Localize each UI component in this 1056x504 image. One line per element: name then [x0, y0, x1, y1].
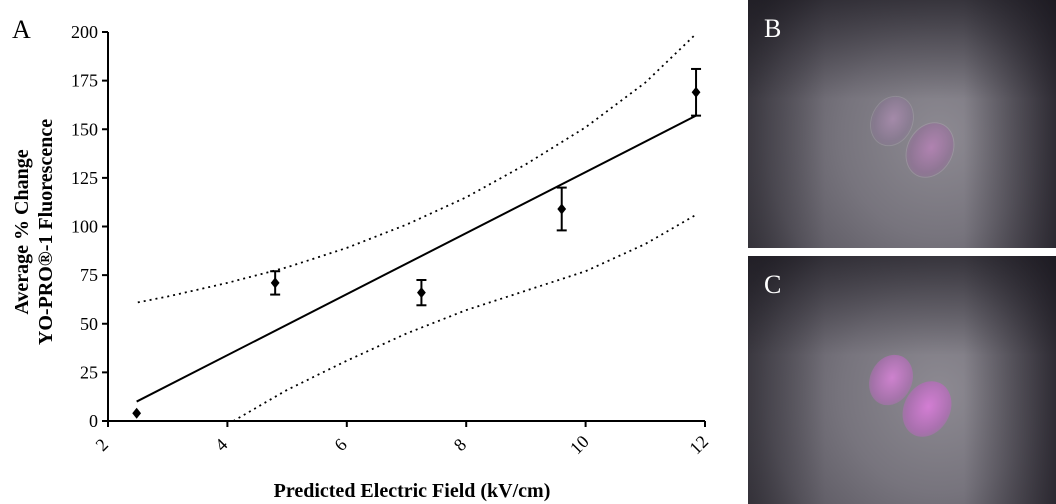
micrograph-panel-c: C: [748, 256, 1056, 504]
panel-c-label: C: [764, 270, 782, 299]
data-points-group: [132, 67, 702, 419]
x-tick-label: 10: [566, 431, 593, 458]
panel-a-label: A: [12, 15, 31, 44]
x-tick-label: 6: [330, 435, 351, 456]
scatter-chart: 0 25 50 75 100 125 150 175 200 2 4 6 8 10 12: [71, 22, 712, 458]
y-tick-label: 0: [89, 411, 98, 431]
y-tick-label: 75: [80, 265, 98, 285]
y-tick-label: 125: [71, 168, 98, 188]
micrograph-panel-b: B: [748, 0, 1056, 248]
x-tick-label: 2: [92, 435, 113, 456]
y-tick-label: 50: [80, 314, 98, 334]
panel-b-label: B: [764, 14, 782, 43]
fit-line-group: [136, 114, 697, 403]
y-axis-label-line2: YO-PRO®-1 Fluorescence: [35, 119, 57, 345]
y-tick-label: 175: [71, 71, 98, 91]
y-tick-label: 25: [80, 362, 98, 382]
confidence-band-group: [137, 33, 697, 422]
x-tick-label: 8: [450, 435, 471, 456]
y-tick-label: 100: [71, 217, 98, 237]
x-tick-label: 12: [685, 431, 712, 458]
data-point-diamond: [417, 287, 426, 299]
upper-confidence-curve: [137, 33, 697, 304]
x-tick-label: 4: [211, 435, 232, 456]
y-axis-label-line1: Average % Change: [11, 149, 33, 314]
data-point-diamond: [691, 86, 701, 98]
y-tick-label: 200: [71, 22, 98, 42]
x-axis-label: Predicted Electric Field (kV/cm): [274, 480, 551, 502]
data-point-diamond: [132, 407, 142, 419]
data-point-diamond: [270, 277, 280, 289]
data-point-diamond: [557, 203, 567, 215]
axes-group: 0 25 50 75 100 125 150 175 200 2 4 6 8 10 12: [71, 22, 712, 458]
y-tick-label: 150: [71, 119, 98, 139]
lower-confidence-curve: [232, 214, 697, 422]
regression-line: [136, 114, 697, 403]
